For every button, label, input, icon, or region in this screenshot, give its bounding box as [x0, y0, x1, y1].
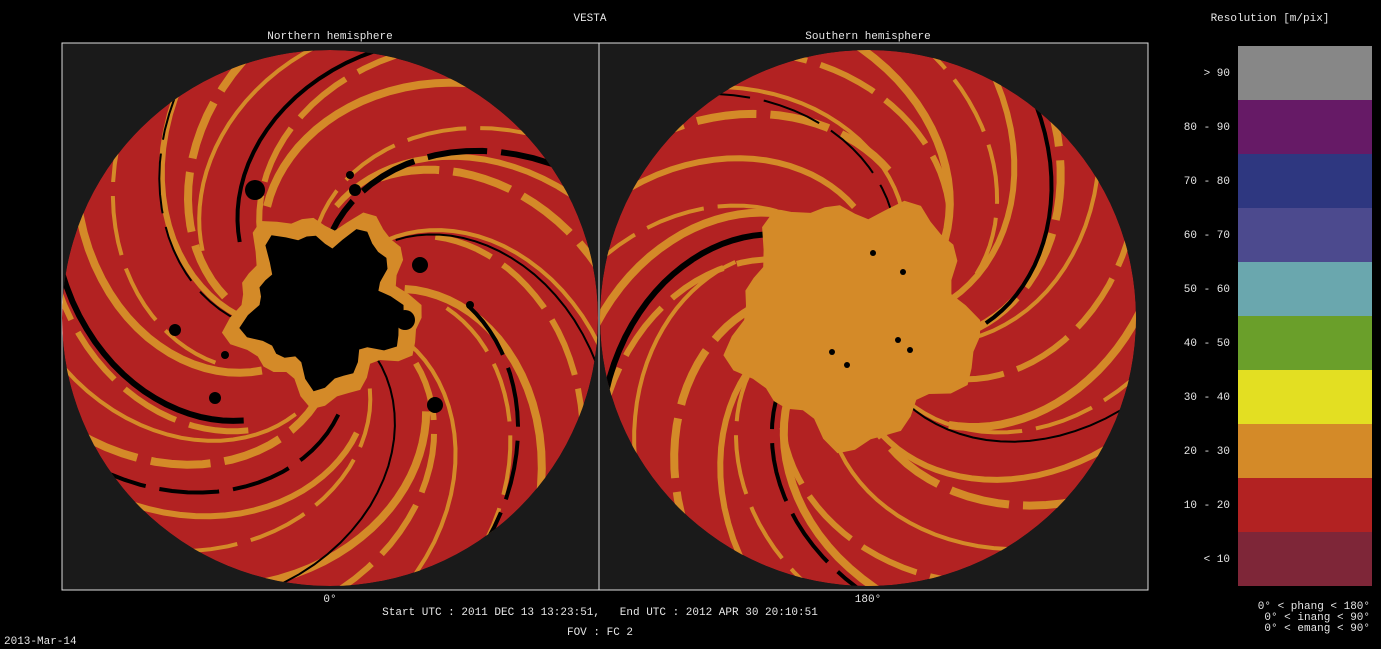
legend-label: 70 - 80 [1184, 176, 1230, 188]
legend-label: 60 - 70 [1184, 230, 1230, 242]
crater [245, 180, 265, 200]
crater [427, 397, 443, 413]
date: 2013-Mar-14 [4, 636, 77, 648]
page: {"header": {"title": "VESTA"}, "panels":… [0, 0, 1381, 649]
crater [349, 184, 361, 196]
crater [844, 362, 850, 368]
legend-label: 80 - 90 [1184, 122, 1230, 134]
crater [466, 301, 474, 309]
legend-swatch [1238, 208, 1372, 262]
panel-title: Southern hemisphere [805, 31, 930, 43]
legend-label: 40 - 50 [1184, 338, 1230, 350]
crater [169, 324, 181, 336]
crater [870, 250, 876, 256]
crater [907, 347, 913, 353]
crater [895, 337, 901, 343]
legend-label: > 90 [1204, 68, 1230, 80]
legend-swatch [1238, 262, 1372, 316]
crater [209, 392, 221, 404]
legend-swatch [1238, 424, 1372, 478]
panel-title: Northern hemisphere [267, 31, 392, 43]
legend-label: 20 - 30 [1184, 446, 1230, 458]
crater [395, 310, 415, 330]
time-range: Start UTC : 2011 DEC 13 13:23:51, End UT… [382, 607, 818, 619]
crater [346, 171, 354, 179]
crater [829, 349, 835, 355]
legend-swatch [1238, 316, 1372, 370]
fov: FOV : FC 2 [567, 627, 633, 639]
legend-swatch [1238, 532, 1372, 586]
legend-label: 10 - 20 [1184, 500, 1230, 512]
legend-swatch [1238, 478, 1372, 532]
screen: VESTA Northern hemisphere Southern hemis… [0, 0, 1381, 649]
legend-swatch [1238, 46, 1372, 100]
legend-swatch [1238, 100, 1372, 154]
longitude-label: 180° [855, 594, 881, 606]
constraints: 0° < phang < 180°0° < inang < 90°0° < em… [1258, 601, 1370, 635]
legend-label: < 10 [1204, 554, 1230, 566]
legend-label: 50 - 60 [1184, 284, 1230, 296]
constraint: 0° < emang < 90° [1264, 623, 1370, 635]
legend-label: 30 - 40 [1184, 392, 1230, 404]
legend-swatch [1238, 370, 1372, 424]
legend-swatch [1238, 154, 1372, 208]
title: VESTA [573, 13, 606, 25]
longitude-label: 0° [323, 594, 336, 606]
crater [412, 257, 428, 273]
crater [900, 269, 906, 275]
crater [221, 351, 229, 359]
legend-title: Resolution [m/pix] [1211, 13, 1330, 25]
